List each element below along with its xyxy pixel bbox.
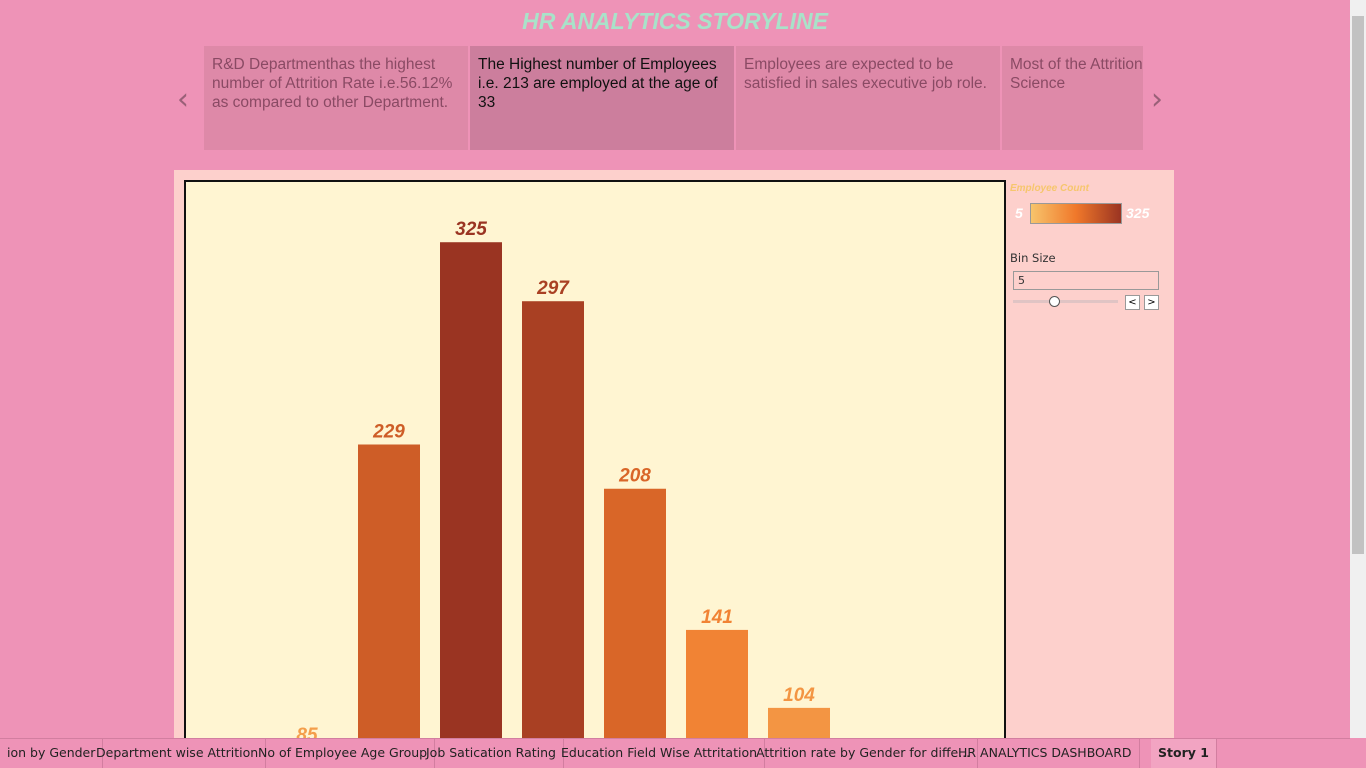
bin-slider[interactable]	[1013, 300, 1118, 303]
data-label: 104	[783, 685, 815, 706]
data-label: 229	[372, 421, 405, 442]
legend-min: 5	[1015, 205, 1023, 221]
story-point[interactable]: R&D Departmenthas the highest number of …	[204, 46, 468, 150]
sheet-tab[interactable]: Department wise Attrition	[89, 739, 267, 768]
bar	[440, 242, 502, 768]
bar	[686, 629, 748, 768]
prev-arrow[interactable]: ‹	[177, 82, 189, 117]
slider-knob[interactable]	[1049, 296, 1060, 307]
legend-max: 325	[1126, 205, 1150, 221]
slider-dec[interactable]: <	[1125, 295, 1140, 310]
chart-frame: 85 229 325 297 208 141 104	[184, 180, 1006, 768]
sheet-tabs: ion by Gender Department wise Attrition No…	[0, 738, 1350, 768]
slider-inc[interactable]: >	[1144, 295, 1159, 310]
data-label: 325	[455, 219, 487, 240]
bar	[522, 301, 584, 768]
story-point[interactable]: Employees are expected to be satisfied i…	[736, 46, 1000, 150]
sheet-tab[interactable]: HR ANALYTICS DASHBOARD	[951, 739, 1140, 768]
sheet-tab[interactable]: Attrition rate by Gender for diffe...	[749, 739, 979, 768]
story-point[interactable]: Most of the Attrition field of Life Scie…	[1002, 46, 1143, 150]
story-title: HR ANALYTICS STORYLINE	[522, 8, 828, 34]
sheet-tab[interactable]: Education Field Wise Attritation	[554, 739, 766, 768]
sheet-tab[interactable]: Job Satication Rating	[419, 739, 564, 768]
story-point[interactable]: The Highest number of Employees i.e. 213…	[470, 46, 734, 150]
bar	[604, 488, 666, 768]
legend-gradient	[1030, 203, 1122, 224]
sheet-tab[interactable]: Story 1	[1151, 739, 1217, 768]
data-label: 208	[618, 466, 651, 487]
data-label: 141	[701, 607, 733, 628]
data-label: 297	[536, 278, 570, 299]
bin-size-label: Bin Size	[1010, 251, 1056, 265]
next-arrow[interactable]: ›	[1151, 82, 1163, 117]
legend-title: Employee Count	[1010, 183, 1089, 194]
scroll-thumb[interactable]	[1352, 16, 1364, 554]
sheet-tab[interactable]: No of Employee Age Group	[251, 739, 436, 768]
bar	[358, 444, 420, 768]
sheet-tab[interactable]: ion by Gender	[0, 739, 104, 768]
bin-size-input[interactable]: 5	[1013, 271, 1159, 290]
story-points: R&D Departmenthas the highest number of …	[204, 46, 1143, 150]
bar	[768, 707, 830, 768]
